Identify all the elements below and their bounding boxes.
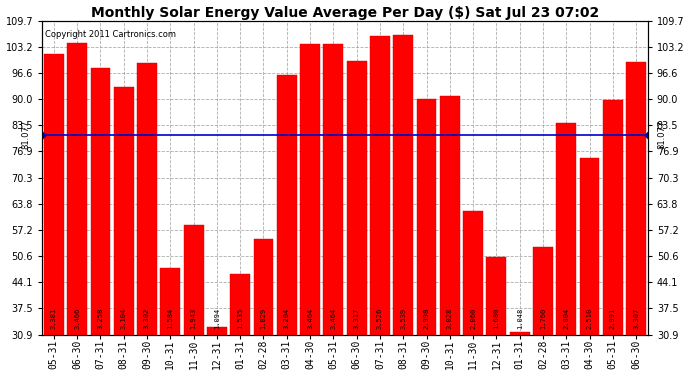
Text: 3.539: 3.539	[400, 307, 406, 328]
Text: 3.104: 3.104	[121, 307, 127, 328]
Text: 3.464: 3.464	[331, 307, 336, 328]
Text: 3.317: 3.317	[354, 307, 359, 328]
Title: Monthly Solar Energy Value Average Per Day ($) Sat Jul 23 07:02: Monthly Solar Energy Value Average Per D…	[91, 6, 599, 20]
Text: 3.028: 3.028	[447, 307, 453, 328]
Bar	[533, 247, 553, 375]
Bar	[324, 44, 343, 375]
Bar	[254, 239, 273, 375]
Text: 2.998: 2.998	[424, 307, 429, 328]
Text: 1.680: 1.680	[493, 307, 500, 328]
Text: 3.464: 3.464	[307, 307, 313, 328]
Bar	[627, 63, 646, 375]
Bar	[67, 44, 87, 375]
Text: 1.094: 1.094	[214, 307, 220, 328]
Text: 81.077: 81.077	[21, 120, 30, 149]
Bar	[277, 75, 297, 375]
Bar	[463, 211, 483, 375]
Bar	[440, 96, 460, 375]
Text: 3.307: 3.307	[633, 307, 639, 328]
Bar	[580, 158, 600, 375]
Bar	[417, 99, 436, 375]
Text: 2.991: 2.991	[610, 307, 616, 328]
Text: 2.510: 2.510	[586, 307, 593, 328]
Text: 2.804: 2.804	[563, 307, 569, 328]
Text: 2.060: 2.060	[470, 307, 476, 328]
Text: 1.535: 1.535	[237, 307, 243, 328]
Bar	[137, 63, 157, 375]
Bar	[114, 87, 134, 375]
Text: 1.760: 1.760	[540, 307, 546, 328]
Text: 1.584: 1.584	[167, 307, 173, 328]
Bar	[486, 257, 506, 375]
Text: 81.077: 81.077	[658, 120, 667, 149]
Bar	[603, 100, 623, 375]
Bar	[207, 327, 227, 375]
Text: 3.526: 3.526	[377, 307, 383, 328]
Text: 3.204: 3.204	[284, 307, 290, 328]
Text: 3.466: 3.466	[74, 307, 80, 328]
Bar	[44, 54, 63, 375]
Bar	[300, 44, 320, 375]
Bar	[393, 35, 413, 375]
Bar	[184, 225, 204, 375]
Bar	[347, 61, 366, 375]
Bar	[160, 268, 180, 375]
Text: 3.381: 3.381	[51, 307, 57, 328]
Bar	[370, 36, 390, 375]
Bar	[510, 332, 530, 375]
Text: Copyright 2011 Cartronics.com: Copyright 2011 Cartronics.com	[46, 30, 176, 39]
Text: 3.258: 3.258	[97, 307, 104, 328]
Text: 3.302: 3.302	[144, 307, 150, 328]
Bar	[90, 68, 110, 375]
Text: 1.048: 1.048	[517, 307, 523, 328]
Bar	[230, 274, 250, 375]
Bar	[556, 123, 576, 375]
Text: 1.829: 1.829	[261, 307, 266, 328]
Text: 1.943: 1.943	[190, 307, 197, 328]
